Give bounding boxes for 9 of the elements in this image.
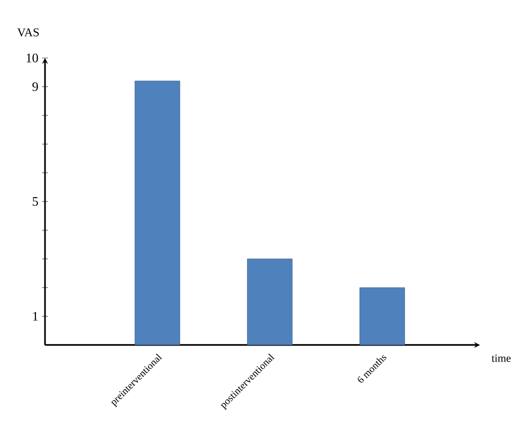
bar: [134, 80, 180, 345]
bar: [247, 258, 292, 345]
y-tick-label: 1: [33, 312, 38, 321]
x-axis-title: time: [492, 354, 511, 362]
y-tick-label: 5: [32, 197, 38, 206]
y-axis-title: VAS: [17, 28, 39, 36]
y-tick-label: 10: [26, 54, 38, 62]
y-tick-label: 9: [32, 82, 38, 92]
bar: [360, 287, 405, 345]
